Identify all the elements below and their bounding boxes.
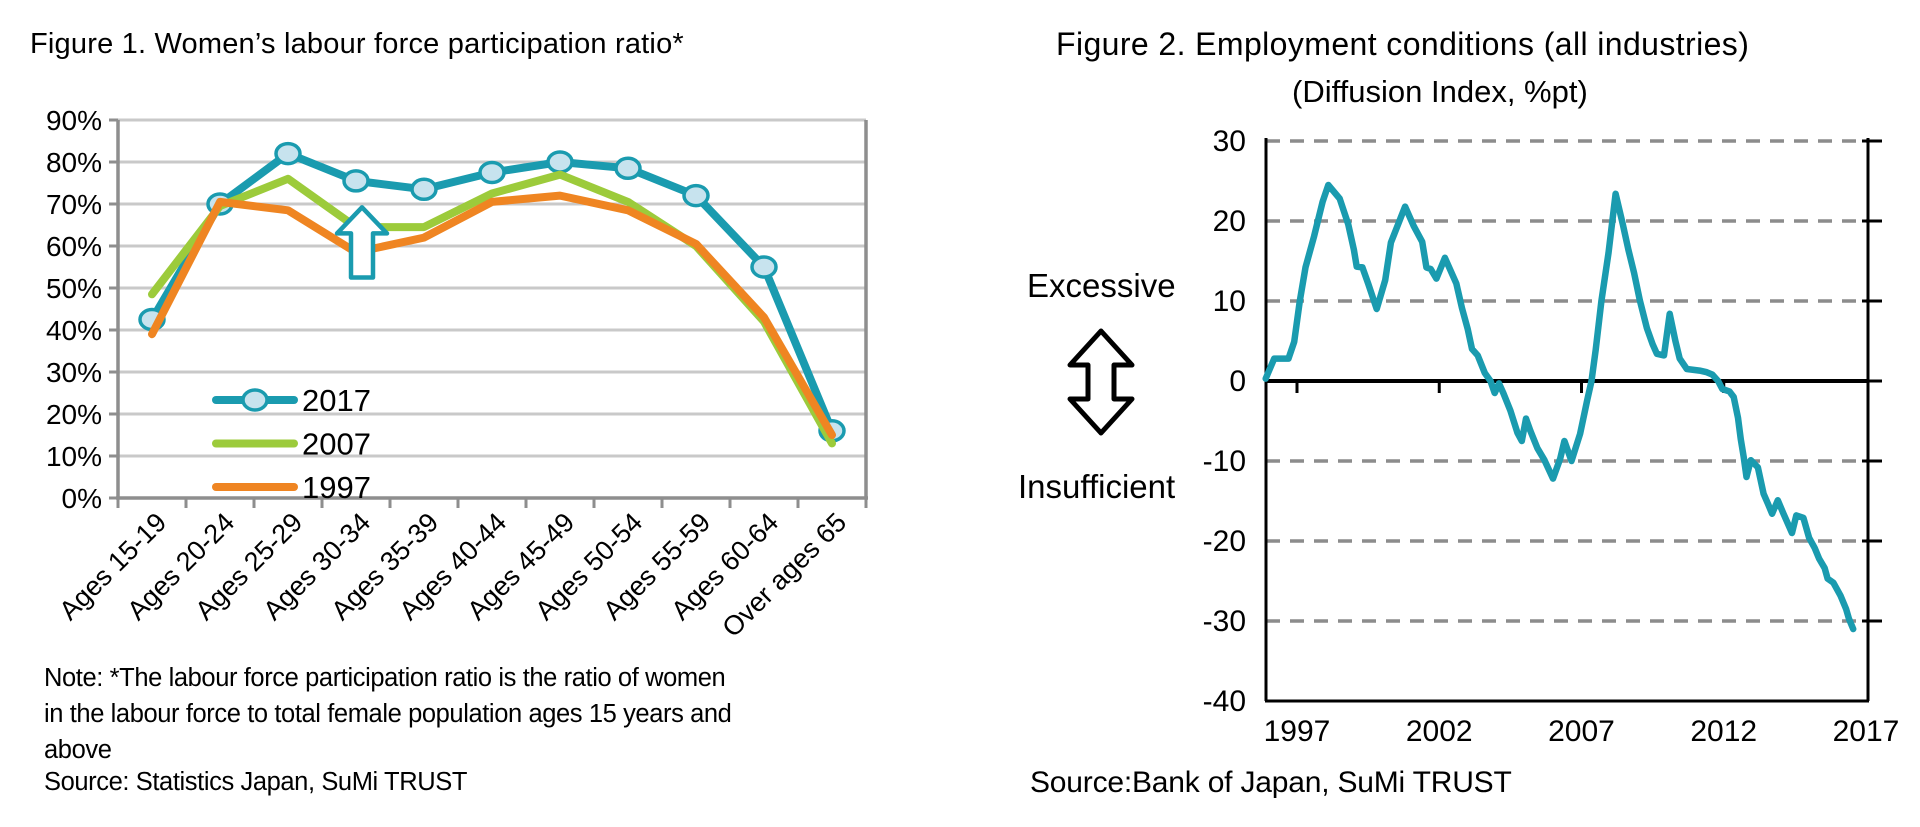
y-tick-label: 0 <box>1229 365 1246 398</box>
data-point-marker <box>546 150 574 174</box>
x-tick-label: 2017 <box>1833 715 1900 748</box>
data-point-marker <box>478 160 506 185</box>
y-tick-label: 0% <box>62 483 102 514</box>
data-point-marker <box>750 255 778 279</box>
y-tick-label: 50% <box>46 273 102 304</box>
figure1-legend: 2017 2007 1997 <box>212 383 371 505</box>
y-tick-label: 10% <box>46 441 102 472</box>
updown-arrow-icon <box>1067 328 1135 436</box>
data-point-marker <box>682 183 710 208</box>
di-series-line <box>1262 181 1857 633</box>
y-tick-label: -30 <box>1203 605 1246 638</box>
data-point-marker <box>342 169 370 193</box>
figure1-note: Note: *The labour force participation ra… <box>44 664 732 764</box>
y-tick-label: 20 <box>1213 205 1246 238</box>
figure2-source: Source:Bank of Japan, SuMi TRUST <box>1030 766 1512 799</box>
y-tick-label: 80% <box>46 147 102 178</box>
x-tick-label: 2012 <box>1690 715 1757 748</box>
data-point-marker <box>614 156 642 181</box>
figure1-title: Figure 1. Women’s labour force participa… <box>30 28 684 60</box>
y-tick-label: -10 <box>1203 445 1246 478</box>
series-line-1997 <box>148 191 836 439</box>
legend-marker-sample <box>241 388 269 412</box>
legend-label: 2007 <box>302 427 371 462</box>
figure1-source: Source: Statistics Japan, SuMi TRUST <box>44 768 468 796</box>
data-point-marker <box>410 177 438 202</box>
legend-label: 1997 <box>302 470 371 505</box>
legend-label: 2017 <box>302 383 371 418</box>
x-tick-label: 1997 <box>1264 715 1331 748</box>
x-tick-label: 2007 <box>1548 715 1615 748</box>
y-tick-label: -20 <box>1203 525 1246 558</box>
x-tick-label: 2002 <box>1406 715 1473 748</box>
up-arrow-icon <box>334 205 390 280</box>
figure2-axis-unit-label: (Diffusion Index, %pt) <box>1292 74 1588 109</box>
figure2-chart: 30 20 10 0 -10 -20 -30 -40 1997 2002 2007 2012 2017 <box>1203 125 1900 748</box>
figure2-label-insufficient: Insufficient <box>1018 468 1176 505</box>
y-tick-label: 70% <box>46 189 102 220</box>
y-tick-label: 20% <box>46 399 102 430</box>
y-tick-label: 30% <box>46 357 102 388</box>
figure1-chart: 90%80%70%60%50%40%30%20%10%0%Ages 15-19A… <box>46 105 868 643</box>
y-tick-label: 40% <box>46 315 102 346</box>
figure2-title: Figure 2. Employment conditions (all ind… <box>1056 26 1750 62</box>
figure2-label-excessive: Excessive <box>1027 267 1176 304</box>
y-tick-label: 90% <box>46 105 102 136</box>
series-markers-2017 <box>138 141 846 443</box>
y-tick-label: 30 <box>1213 125 1246 158</box>
data-point-marker <box>274 141 302 166</box>
y-tick-label: 10 <box>1213 285 1246 318</box>
y-tick-label: 60% <box>46 231 102 262</box>
y-tick-label: -40 <box>1203 685 1246 718</box>
